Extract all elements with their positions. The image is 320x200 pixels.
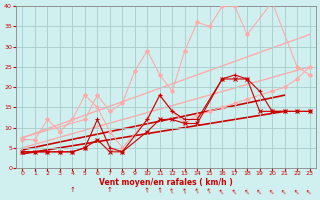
Text: ↑: ↑ bbox=[305, 187, 314, 196]
Text: ↑: ↑ bbox=[280, 187, 289, 196]
Text: ↑: ↑ bbox=[156, 187, 163, 194]
Text: ↑: ↑ bbox=[169, 187, 176, 195]
Text: ↑: ↑ bbox=[268, 187, 276, 196]
X-axis label: Vent moyen/en rafales ( km/h ): Vent moyen/en rafales ( km/h ) bbox=[99, 178, 233, 187]
Text: ↑: ↑ bbox=[293, 187, 301, 196]
Text: ↑: ↑ bbox=[193, 187, 201, 195]
Text: ↑: ↑ bbox=[243, 187, 251, 196]
Text: ↑: ↑ bbox=[107, 187, 113, 193]
Text: ↑: ↑ bbox=[230, 187, 239, 196]
Text: ↑: ↑ bbox=[181, 187, 188, 195]
Text: ↑: ↑ bbox=[218, 187, 226, 196]
Text: ↑: ↑ bbox=[144, 187, 151, 194]
Text: ↑: ↑ bbox=[255, 187, 264, 196]
Text: ↑: ↑ bbox=[206, 187, 214, 195]
Text: ↑: ↑ bbox=[69, 187, 75, 193]
